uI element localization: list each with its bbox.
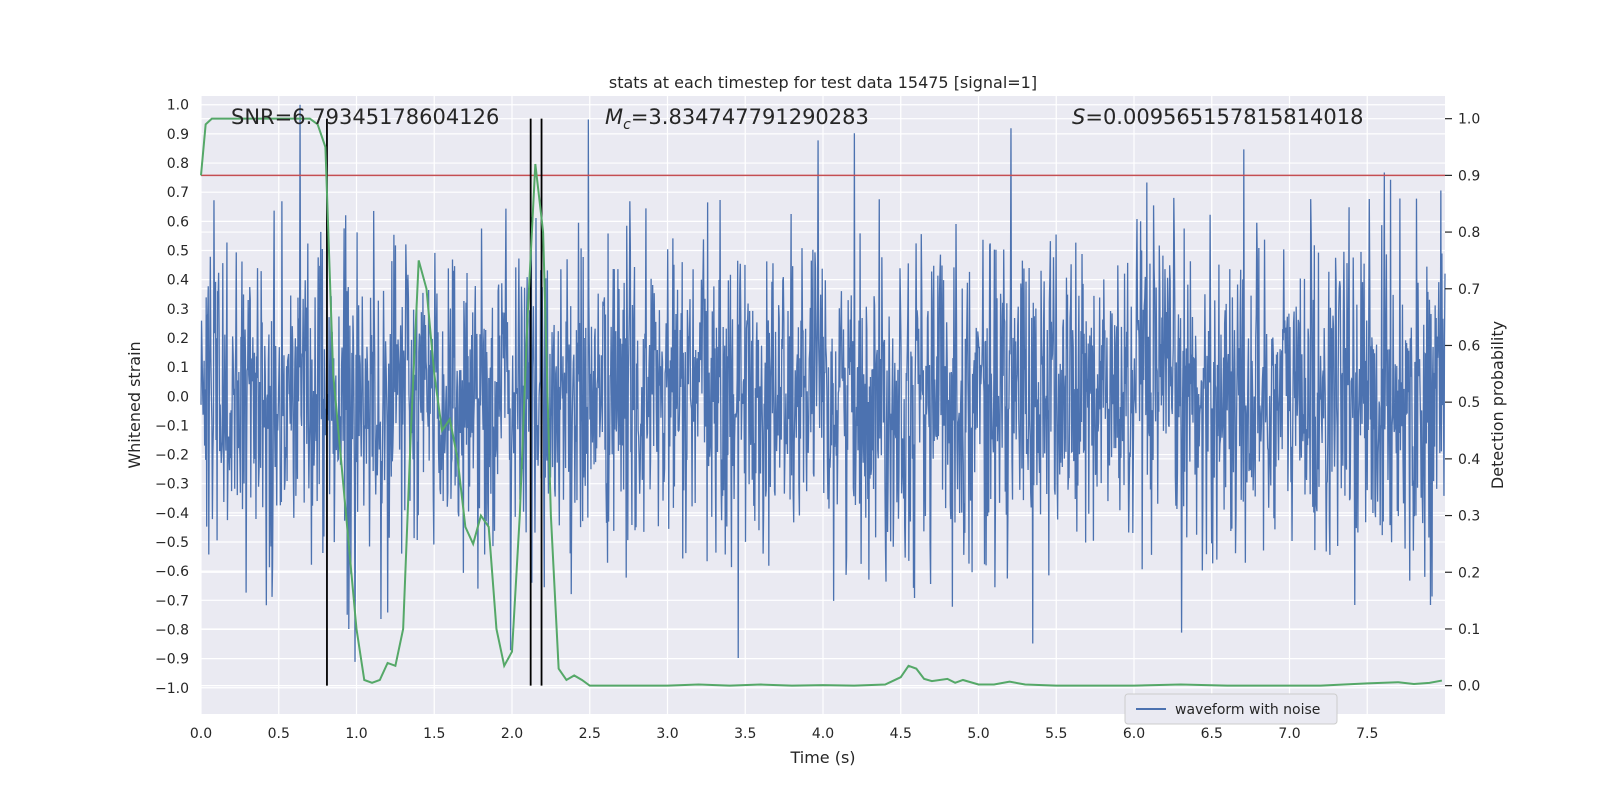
probability-line — [200, 117, 1443, 687]
mc-subscript: c — [623, 117, 631, 133]
y-left-tick-label: 0.7 — [167, 185, 189, 201]
x-tick-label: 3.0 — [656, 726, 678, 742]
y-left-axis-label: Whitened strain — [125, 341, 144, 468]
x-tick-label: 4.0 — [812, 726, 834, 742]
chart-title: stats at each timestep for test data 154… — [609, 73, 1037, 92]
s-annotation: S=0.009565157815814018 — [1072, 105, 1363, 129]
y-right-axis-label: Detection probability — [1488, 321, 1507, 489]
y-right-tick-label: 0.8 — [1458, 225, 1480, 241]
mc-annotation: Mc=3.834747791290283 — [605, 105, 869, 133]
y-left-tick-label: −0.6 — [155, 564, 189, 580]
x-tick-label: 7.5 — [1356, 726, 1378, 742]
y-right-tick-label: 0.2 — [1458, 565, 1480, 581]
y-right-tick-label: 0.9 — [1458, 168, 1480, 184]
y-left-tick-label: 0.5 — [167, 244, 189, 260]
y-left-tick-label: 0.2 — [167, 331, 189, 347]
y-right-tick-label: 0.3 — [1458, 509, 1480, 525]
y-left-tick-labels: 1.0 0.9 0.8 0.7 0.6 0.5 0.4 0.3 0.2 0.1 0.0 −0.1 −0.… — [155, 98, 189, 697]
x-tick-label: 5.5 — [1045, 726, 1067, 742]
y-left-tick-label: −1.0 — [155, 681, 189, 697]
x-tick-label: 6.0 — [1123, 726, 1145, 742]
x-tick-label: 3.5 — [734, 726, 756, 742]
y-left-tick-label: 1.0 — [167, 98, 189, 114]
y-left-tick-label: −0.1 — [155, 418, 189, 434]
x-tick-label: 0.5 — [268, 726, 290, 742]
y-left-tick-label: 0.1 — [167, 360, 189, 376]
x-tick-label: 2.5 — [579, 726, 601, 742]
y-left-tick-label: −0.3 — [155, 477, 189, 493]
y-left-tick-label: 0.4 — [167, 273, 189, 289]
y-left-tick-label: 0.6 — [167, 214, 189, 230]
y-left-tick-label: −0.4 — [155, 506, 189, 522]
mc-value: =3.834747791290283 — [631, 105, 869, 129]
x-tick-label: 1.5 — [423, 726, 445, 742]
legend-label-waveform: waveform with noise — [1175, 702, 1320, 718]
y-right-tick-label: 0.5 — [1458, 395, 1480, 411]
y-right-tick-label: 1.0 — [1458, 112, 1480, 128]
y-left-tick-label: −0.8 — [155, 622, 189, 638]
y-left-tick-label: −0.9 — [155, 652, 189, 668]
x-tick-label: 0.0 — [190, 726, 212, 742]
snr-annotation: SNR=6.79345178604126 — [231, 105, 499, 129]
y-left-tick-label: −0.7 — [155, 593, 189, 609]
y-right-tick-label: 0.4 — [1458, 452, 1480, 468]
probability-series — [200, 117, 1443, 687]
x-tick-label: 6.5 — [1201, 726, 1223, 742]
y-left-tick-label: 0.3 — [167, 302, 189, 318]
y-left-tick-label: −0.2 — [155, 448, 189, 464]
y-right-tick-label: 0.7 — [1458, 282, 1480, 298]
mc-symbol: M — [605, 105, 623, 129]
y-right-tick-label: 0.1 — [1458, 622, 1480, 638]
y-left-tick-label: 0.8 — [167, 156, 189, 172]
x-tick-label: 2.0 — [501, 726, 523, 742]
s-symbol: S — [1072, 105, 1085, 129]
y-left-tick-label: −0.5 — [155, 535, 189, 551]
waveform-series — [200, 104, 1446, 662]
legend-box — [1124, 693, 1338, 725]
y-right-tick-label: 0.0 — [1458, 679, 1480, 695]
y-left-tick-label: 0.9 — [167, 127, 189, 143]
x-tick-label: 4.5 — [890, 726, 912, 742]
y-right-tick-labels: 1.0 0.9 0.8 0.7 0.6 0.5 0.4 0.3 0.2 0.1 0.0 — [1445, 112, 1480, 695]
x-tick-label: 5.0 — [967, 726, 989, 742]
y-right-tick-label: 0.6 — [1458, 338, 1480, 354]
x-tick-labels: 0.0 0.5 1.0 1.5 2.0 2.5 3.0 3.5 4.0 4.5 5.0 5.5 6.0 6… — [190, 726, 1379, 742]
x-tick-label: 1.0 — [345, 726, 367, 742]
x-tick-label: 7.0 — [1278, 726, 1300, 742]
s-value: =0.009565157815814018 — [1085, 105, 1363, 129]
y-left-tick-label: 0.0 — [167, 389, 189, 405]
legend: waveform with noise — [1124, 693, 1338, 725]
waveform-line — [200, 104, 1446, 662]
x-axis-label: Time (s) — [789, 748, 855, 767]
